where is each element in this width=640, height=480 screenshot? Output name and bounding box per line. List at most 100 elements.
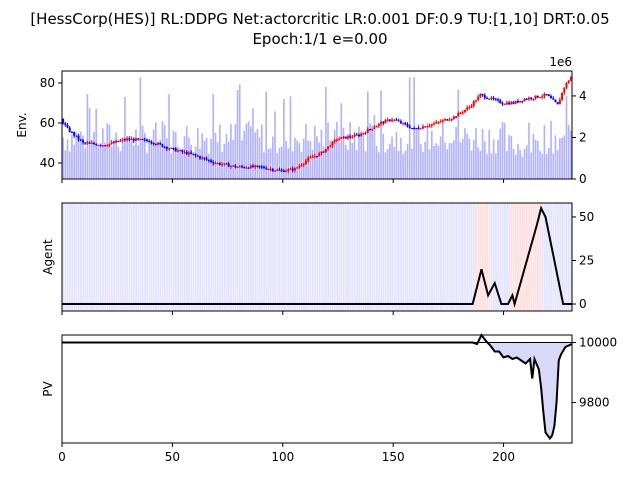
volume-bar [285, 140, 287, 179]
agent-band [395, 203, 398, 311]
volume-bar [543, 125, 546, 179]
volume-bar [393, 146, 396, 179]
volume-bar [199, 148, 201, 179]
volume-bar [391, 136, 393, 179]
candle-body [190, 152, 193, 154]
volume-bar [196, 127, 199, 179]
candle-body [86, 142, 89, 144]
agent-band [561, 203, 564, 311]
agent-band [267, 203, 270, 311]
volume-bar [561, 137, 563, 179]
agent-band [503, 203, 506, 311]
agent-band [506, 203, 508, 311]
agent-band [433, 203, 436, 311]
volume-bar [137, 145, 139, 179]
candle-body [421, 126, 424, 129]
agent-band [170, 203, 173, 311]
agent-band [481, 203, 484, 311]
volume-bar [536, 140, 539, 179]
candle-body [274, 170, 277, 172]
volume-bar [283, 99, 285, 179]
candle-body [399, 121, 402, 124]
candle-body [565, 83, 568, 88]
candle-body [415, 128, 418, 130]
volume-bar [117, 146, 120, 179]
agent-band [477, 203, 480, 311]
candle-body [320, 151, 323, 154]
candle-body [424, 126, 427, 128]
agent-band [450, 203, 453, 311]
volume-bar [148, 142, 151, 179]
volume-bar [488, 129, 491, 179]
agent-ylabel: Agent [41, 239, 55, 275]
volume-bar [369, 123, 371, 179]
agent-band [545, 203, 548, 311]
candle-body [115, 140, 118, 143]
agent-band [534, 203, 537, 311]
candle-body [397, 120, 400, 122]
agent-band [174, 203, 177, 311]
candle-body [428, 125, 431, 127]
agent-band [358, 203, 361, 311]
candle-body [185, 151, 188, 155]
volume-bar [216, 142, 219, 179]
volume-bar [483, 140, 486, 179]
volume-bar [302, 138, 305, 179]
volume-bar [219, 124, 221, 179]
candle-body [210, 160, 213, 162]
candle-body [472, 101, 475, 106]
agent-band [201, 203, 204, 311]
agent-band [205, 203, 208, 311]
agent-band [179, 203, 182, 311]
volume-bar [181, 151, 184, 179]
volume-bar [322, 146, 325, 179]
volume-bar [563, 135, 566, 179]
candle-body [463, 109, 466, 113]
volume-bar [450, 143, 453, 179]
volume-bar [183, 136, 186, 179]
candle-body [355, 134, 358, 136]
volume-bar [468, 138, 471, 179]
volume-bar [508, 134, 510, 179]
candle-body [488, 98, 491, 100]
x-tick-label: 200 [492, 450, 515, 464]
agent-band [320, 203, 323, 311]
candle-body [439, 121, 442, 123]
candle-body [393, 119, 396, 121]
volume-bar [97, 146, 100, 179]
volume-bar [121, 140, 124, 179]
agent-band [488, 203, 491, 311]
candle-body [146, 139, 148, 141]
candle-body [541, 96, 544, 98]
volume-bar [492, 139, 495, 179]
pv-right-tick-label: 10000 [579, 336, 617, 350]
agent-band [278, 203, 281, 311]
volume-bar [276, 152, 279, 179]
volume-bar [258, 137, 261, 179]
volume-bar [338, 142, 340, 179]
candle-body [207, 159, 210, 161]
agent-band [375, 203, 378, 311]
agent-band [364, 203, 367, 311]
candle-body [150, 142, 153, 144]
candle-body [561, 92, 564, 100]
candle-body [373, 127, 376, 129]
agent-band [106, 203, 109, 311]
volume-bar [230, 123, 232, 179]
candle-body [243, 166, 246, 168]
volume-bar [377, 152, 380, 179]
candle-body [413, 128, 416, 130]
volume-bar [214, 132, 217, 179]
candle-body [499, 100, 502, 104]
candle-body [90, 142, 93, 144]
volume-bar [245, 123, 248, 179]
agent-band [391, 203, 394, 311]
agent-band [159, 203, 162, 311]
volume-bar [313, 125, 316, 179]
agent-band [554, 203, 557, 311]
candle-body [93, 142, 96, 145]
candle-body [470, 105, 473, 108]
volume-bar [446, 149, 449, 179]
agent-band [75, 203, 78, 311]
volume-bar [444, 142, 446, 179]
